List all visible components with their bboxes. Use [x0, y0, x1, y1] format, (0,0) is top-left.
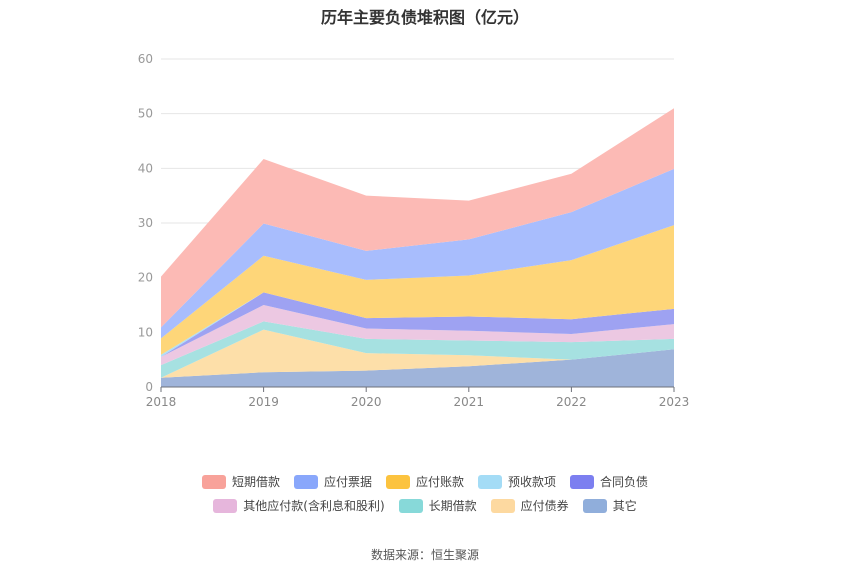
area-series [161, 329, 674, 378]
legend-item[interactable]: 长期借款 [398, 497, 477, 514]
legend-item[interactable]: 应付票据 [293, 473, 372, 490]
legend-item[interactable]: 短期借款 [201, 473, 280, 490]
y-tick-label: 60 [138, 52, 153, 66]
y-tick-label: 40 [138, 161, 153, 175]
legend-item[interactable]: 其它 [582, 497, 637, 514]
legend-swatch [582, 498, 607, 513]
legend-label: 其它 [612, 499, 637, 513]
legend-label: 合同负债 [600, 475, 649, 489]
legend-label: 其他应付款(含利息和股利) [243, 499, 385, 513]
legend-swatch [478, 474, 502, 489]
y-tick-label: 10 [138, 325, 153, 339]
y-tick-label: 50 [138, 107, 153, 121]
x-tick-label: 2020 [351, 395, 382, 409]
x-tick-label: 2023 [659, 395, 690, 409]
area-series [161, 225, 674, 355]
x-tick-label: 2021 [454, 395, 485, 409]
legend-swatch [201, 474, 226, 489]
chart-title: 历年主要负债堆积图（亿元） [320, 8, 529, 27]
legend-label: 短期借款 [231, 475, 280, 489]
x-tick-label: 2022 [556, 395, 587, 409]
legend-item[interactable]: 应付账款 [385, 473, 464, 490]
legend-label: 预收款项 [508, 475, 557, 489]
y-tick-label: 30 [138, 216, 153, 230]
legend-row-1: 短期借款 应付票据 应付账款 预收款项 合同负债 [0, 473, 850, 490]
legend-label: 应付债券 [520, 499, 569, 513]
source-note: 数据来源：恒生聚源 [370, 548, 479, 562]
y-tick-label: 20 [138, 271, 153, 285]
legend-swatch [398, 498, 423, 513]
area-series [161, 168, 674, 339]
legend-swatch [385, 474, 410, 489]
area-series [161, 292, 674, 357]
axis-layer: 0 10 20 30 40 50 60 2018 2019 2020 2021 2022 2023 [138, 52, 690, 409]
legend-swatch [293, 474, 318, 489]
x-tick-label: 2018 [146, 395, 177, 409]
area-layer [161, 108, 674, 387]
area-series [161, 305, 674, 366]
area-series [161, 349, 674, 387]
legend-item[interactable]: 合同负债 [570, 473, 648, 490]
area-series [161, 321, 674, 378]
legend-swatch [490, 498, 515, 513]
legend-label: 长期借款 [428, 499, 477, 513]
legend-label: 应付票据 [323, 475, 372, 489]
x-tick-label: 2019 [248, 395, 279, 409]
y-tick-label: 0 [145, 380, 153, 394]
legend-row-2: 其他应付款(含利息和股利) 长期借款 应付债券 其它 [0, 497, 850, 514]
area-series [161, 108, 674, 328]
legend-label: 应付账款 [415, 475, 464, 489]
legend-item[interactable]: 预收款项 [478, 473, 556, 490]
legend-swatch [213, 498, 238, 513]
legend-item[interactable]: 其他应付款(含利息和股利) [213, 497, 385, 514]
legend-swatch [570, 474, 595, 489]
legend-item[interactable]: 应付债券 [490, 497, 569, 514]
